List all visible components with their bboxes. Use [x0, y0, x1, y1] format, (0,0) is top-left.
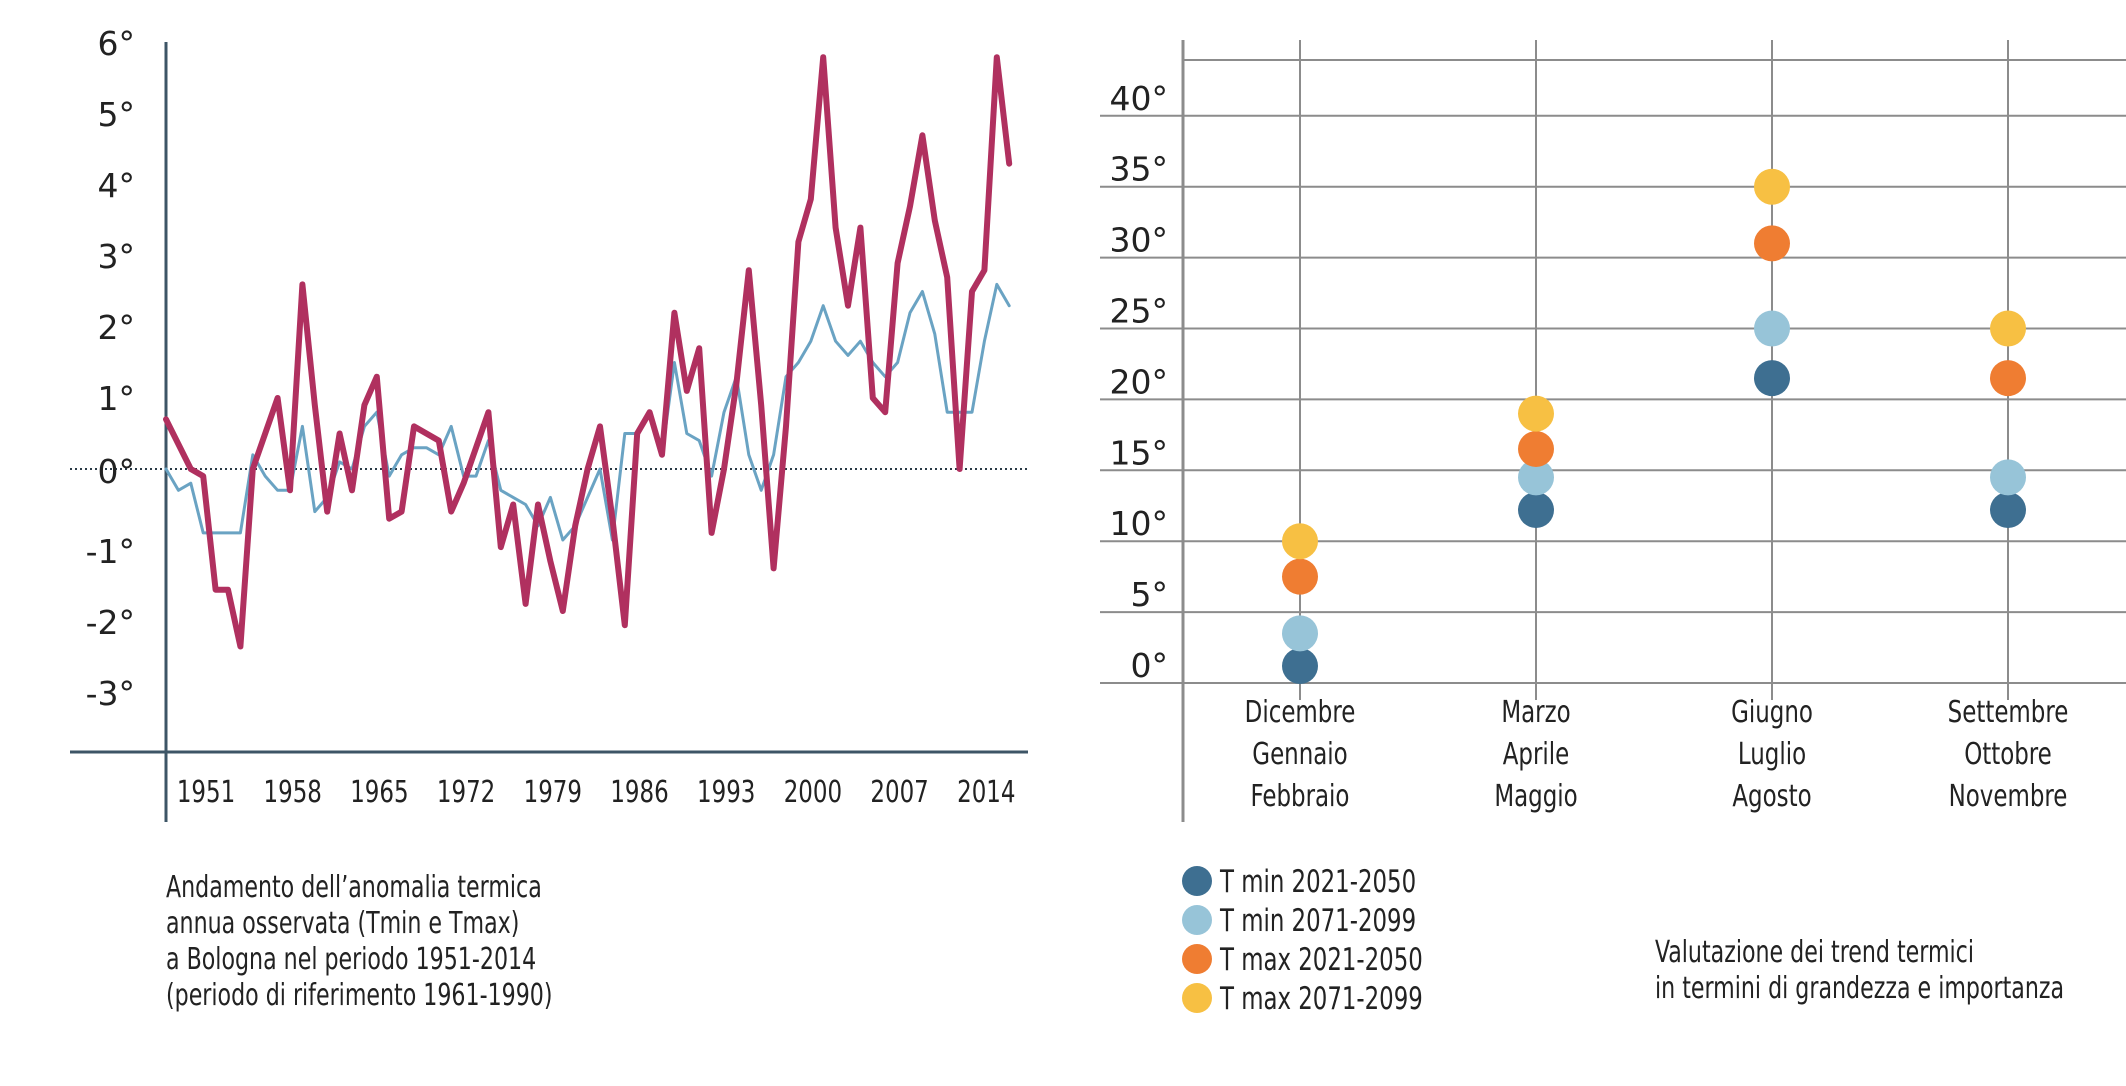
left-caption-line: a Bologna nel periodo 1951-2014	[166, 942, 537, 977]
left-caption-line: annua osservata (Tmin e Tmax)	[166, 906, 520, 941]
category-label: Maggio	[1494, 778, 1577, 814]
category-label: Novembre	[1949, 778, 2068, 814]
y-tick-label: 6°	[98, 24, 136, 63]
x-tick-label: 2000	[784, 774, 842, 810]
y-tick-label: 30°	[1110, 221, 1169, 260]
data-point-t-max-2071-2099	[1282, 523, 1318, 560]
data-point-t-min-2021-2050	[1518, 492, 1554, 529]
legend-label: T max 2071-2099	[1219, 981, 1423, 1017]
y-tick-label: 15°	[1110, 433, 1169, 472]
right-caption-line: Valutazione dei trend termici	[1655, 935, 1974, 970]
legend-swatch	[1182, 905, 1212, 935]
data-point-t-min-2021-2050	[1754, 360, 1790, 397]
data-point-t-min-2071-2099	[1518, 459, 1554, 496]
category-label: Dicembre	[1245, 694, 1356, 730]
y-tick-label: 5°	[98, 95, 136, 134]
category-label: Aprile	[1503, 736, 1570, 772]
y-tick-label: -2°	[86, 603, 135, 642]
right-chart-caption: Valutazione dei trend termici in termini…	[1655, 935, 2064, 1007]
category-label: Gennaio	[1252, 736, 1347, 772]
y-tick-label: 5°	[1131, 575, 1169, 614]
x-tick-label: 1986	[610, 774, 668, 810]
y-tick-label: 3°	[98, 237, 136, 276]
x-tick-label: 1965	[350, 774, 408, 810]
y-tick-label: 35°	[1110, 150, 1169, 189]
y-tick-label: 0°	[1131, 646, 1169, 685]
x-tick-label: 1993	[697, 774, 755, 810]
y-tick-label: 4°	[98, 166, 136, 205]
seasonal-trend-scatter-chart: 40° 35° 30° 25° 20° 15° 10° 5° 0° Dicembre Gennaio…	[1100, 40, 2126, 1017]
y-tick-label: 0°	[98, 452, 136, 491]
x-tick-label: 1979	[524, 774, 582, 810]
left-chart-caption: Andamento dell’anomalia termica annua os…	[166, 870, 553, 1014]
x-tick-label: 1972	[437, 774, 495, 810]
data-point-t-max-2021-2050	[1518, 431, 1554, 468]
data-point-t-min-2021-2050	[1282, 647, 1318, 684]
category-label: Febbraio	[1251, 778, 1350, 814]
y-tick-label: 40°	[1110, 79, 1169, 118]
legend-swatch	[1182, 866, 1212, 896]
legend-swatch	[1182, 944, 1212, 974]
data-point-t-min-2071-2099	[1282, 615, 1318, 652]
data-point-t-max-2071-2099	[1990, 310, 2026, 347]
left-caption-line: (periodo di riferimento 1961-1990)	[166, 978, 553, 1013]
category-label: Marzo	[1501, 694, 1570, 730]
category-label: Settembre	[1948, 694, 2069, 730]
x-tick-label: 2007	[870, 774, 928, 810]
x-tick-label: 2014	[957, 774, 1015, 810]
left-caption-line: Andamento dell’anomalia termica	[166, 870, 542, 905]
right-caption-line: in termini di grandezza e importanza	[1655, 971, 2065, 1006]
data-point-t-min-2071-2099	[1754, 310, 1790, 347]
data-point-t-min-2021-2050	[1990, 492, 2026, 529]
category-label: Ottobre	[1964, 736, 2052, 772]
data-point-t-max-2071-2099	[1754, 168, 1790, 205]
category-label: Giugno	[1731, 694, 1813, 730]
legend-label: T min 2021-2050	[1219, 864, 1416, 900]
data-point-t-max-2021-2050	[1754, 225, 1790, 262]
y-tick-label: 10°	[1110, 504, 1169, 543]
category-label: Luglio	[1738, 736, 1806, 772]
legend-label: T min 2071-2099	[1219, 903, 1416, 939]
y-tick-label: -1°	[86, 532, 135, 571]
data-point-t-min-2071-2099	[1990, 459, 2026, 496]
y-tick-label: 1°	[98, 379, 136, 418]
x-tick-label: 1958	[264, 774, 322, 810]
x-tick-label: 1951	[177, 774, 235, 810]
y-tick-label: -3°	[86, 674, 135, 713]
data-point-t-max-2021-2050	[1990, 360, 2026, 397]
data-point-t-max-2071-2099	[1518, 395, 1554, 432]
legend-swatch	[1182, 983, 1212, 1013]
y-tick-label: 25°	[1110, 292, 1169, 331]
y-tick-label: 2°	[98, 308, 136, 347]
category-label: Agosto	[1732, 778, 1811, 814]
y-tick-label: 20°	[1110, 362, 1169, 401]
legend-label: T max 2021-2050	[1219, 942, 1423, 978]
data-point-t-max-2021-2050	[1282, 558, 1318, 595]
anomaly-line-chart: 6° 5° 4° 3° 2° 1° 0° -1° -2° -3° 1951 1958 1965 1972 1…	[70, 24, 1028, 822]
series-line-tmax	[163, 54, 1013, 650]
